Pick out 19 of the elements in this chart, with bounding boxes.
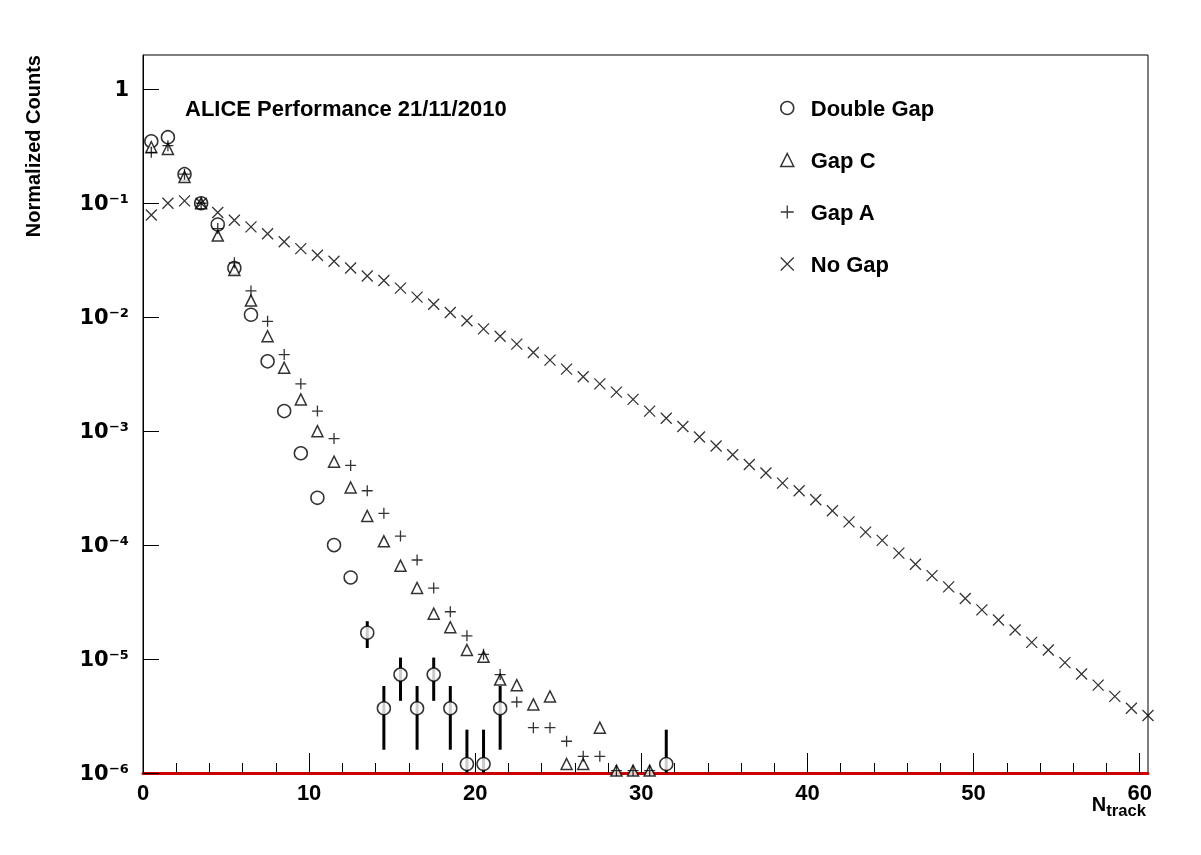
legend-label: Gap C: [810, 147, 876, 173]
legend-label: Gap A: [810, 199, 875, 225]
y-tick-label: 1: [114, 77, 129, 102]
y-axis-title: Normalized Counts: [22, 55, 44, 238]
legend-label: Double Gap: [810, 95, 935, 121]
x-tick-label: 0: [136, 779, 150, 805]
legend-label: No Gap: [810, 251, 889, 277]
x-tick-label: 30: [629, 779, 654, 805]
annotation: ALICE Performance 21/11/2010: [185, 95, 507, 121]
x-tick-label: 20: [462, 779, 488, 805]
y-tick-label: 10⁻⁶: [79, 761, 129, 785]
x-tick-label: 40: [795, 779, 820, 805]
y-tick-label: 10⁻³: [79, 419, 129, 444]
y-tick-label: 10⁻⁵: [79, 647, 129, 672]
x-tick-label: 50: [961, 779, 986, 805]
y-tick-label: 10⁻¹: [79, 191, 129, 216]
y-tick-label: 10⁻²: [79, 305, 129, 330]
y-tick-label: 10⁻⁴: [79, 533, 129, 558]
x-tick-label: 10: [296, 779, 322, 805]
